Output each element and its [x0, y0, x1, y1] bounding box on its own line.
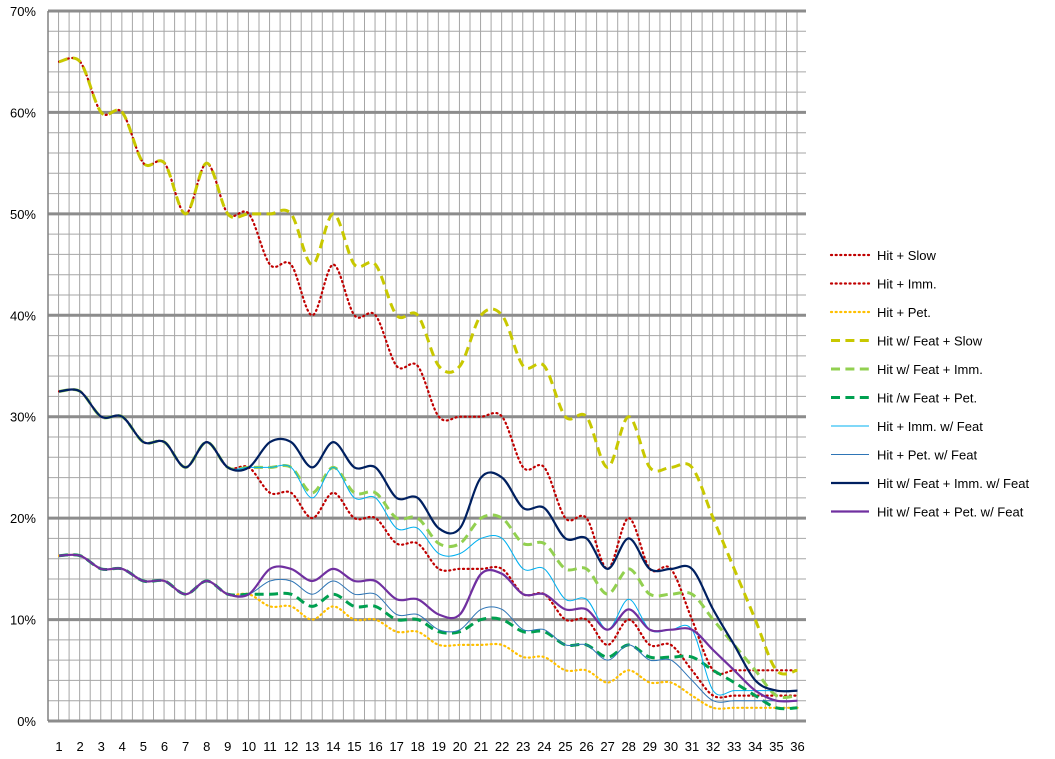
y-tick-label: 70% — [10, 4, 36, 19]
x-tick-label: 19 — [432, 739, 446, 754]
legend-label-4: Hit w/ Feat + Slow — [877, 334, 983, 349]
x-tick-label: 34 — [748, 739, 762, 754]
x-tick-label: 36 — [790, 739, 804, 754]
x-tick-label: 9 — [224, 739, 231, 754]
x-tick-label: 35 — [769, 739, 783, 754]
gridlines — [47, 9, 806, 723]
x-tick-label: 4 — [119, 739, 126, 754]
x-tick-label: 3 — [98, 739, 105, 754]
y-tick-label: 50% — [10, 207, 36, 222]
legend-label-10: Hit w/ Feat + Pet. w/ Feat — [877, 505, 1024, 520]
x-tick-label: 16 — [368, 739, 382, 754]
y-tick-label: 60% — [10, 105, 36, 120]
x-tick-label: 30 — [664, 739, 678, 754]
legend-label-7: Hit + Imm. w/ Feat — [877, 419, 983, 434]
legend-label-1: Hit + Slow — [877, 248, 936, 263]
legend-label-9: Hit w/ Feat + Imm. w/ Feat — [877, 476, 1029, 491]
x-tick-label: 13 — [305, 739, 319, 754]
x-tick-label: 2 — [76, 739, 83, 754]
x-tick-label: 22 — [495, 739, 509, 754]
x-tick-label: 15 — [347, 739, 361, 754]
x-tick-label: 29 — [643, 739, 657, 754]
x-tick-label: 6 — [161, 739, 168, 754]
x-tick-label: 11 — [263, 739, 277, 754]
x-tick-label: 14 — [326, 739, 340, 754]
y-tick-label: 10% — [10, 613, 36, 628]
series-lines — [57, 56, 799, 711]
x-tick-label: 32 — [706, 739, 720, 754]
x-tick-label: 18 — [410, 739, 424, 754]
x-tick-label: 10 — [242, 739, 256, 754]
x-axis-tick-labels: 1 2 3 4 5 6 7 8 9 10 11 12 13 14 15 16 17 18 19 20 21 22 23 24 2… — [55, 739, 804, 754]
x-tick-label: 24 — [537, 739, 551, 754]
y-tick-label: 30% — [10, 410, 36, 425]
x-tick-label: 17 — [389, 739, 403, 754]
x-tick-label: 26 — [579, 739, 593, 754]
y-tick-label: 0% — [17, 714, 36, 729]
legend-label-5: Hit w/ Feat + Imm. — [877, 362, 983, 377]
y-tick-label: 20% — [10, 511, 36, 526]
x-tick-label: 28 — [621, 739, 635, 754]
y-tick-label: 40% — [10, 308, 36, 323]
x-tick-label: 8 — [203, 739, 210, 754]
x-tick-label: 23 — [516, 739, 530, 754]
x-tick-label: 1 — [55, 739, 62, 754]
x-tick-label: 27 — [600, 739, 614, 754]
x-tick-label: 21 — [474, 739, 488, 754]
x-tick-label: 31 — [685, 739, 699, 754]
legend-label-6: Hit /w Feat + Pet. — [877, 391, 977, 406]
series-line-10 — [58, 553, 798, 703]
y-axis-tick-labels: 0% 10% 20% 30% 40% 50% 60% 70% — [10, 4, 36, 729]
x-tick-label: 20 — [453, 739, 467, 754]
legend-label-3: Hit + Pet. — [877, 305, 931, 320]
legend-label-2: Hit + Imm. — [877, 277, 937, 292]
x-tick-label: 12 — [284, 739, 298, 754]
series-line-4 — [58, 56, 798, 676]
legend-label-8: Hit + Pet. w/ Feat — [877, 448, 977, 463]
x-tick-label: 25 — [558, 739, 572, 754]
x-tick-label: 5 — [140, 739, 147, 754]
series-line-9 — [58, 388, 798, 693]
x-tick-label: 7 — [182, 739, 189, 754]
legend: Hit + Slow Hit + Imm. Hit + Pet. Hit w/ Fea… — [829, 248, 1029, 520]
series-line-3 — [57, 553, 799, 710]
x-tick-label: 33 — [727, 739, 741, 754]
